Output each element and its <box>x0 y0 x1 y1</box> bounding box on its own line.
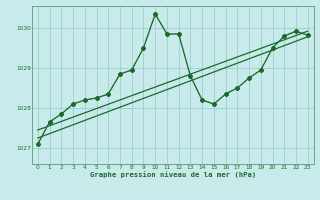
X-axis label: Graphe pression niveau de la mer (hPa): Graphe pression niveau de la mer (hPa) <box>90 171 256 178</box>
